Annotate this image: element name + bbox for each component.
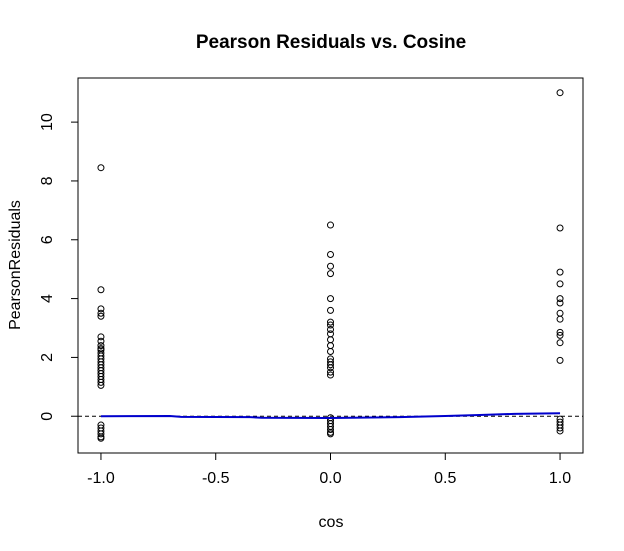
data-point (97, 381, 105, 389)
data-point (327, 270, 334, 278)
data-point (327, 336, 334, 344)
data-point (327, 221, 334, 229)
x-tick-label: 0.5 (434, 470, 456, 487)
data-point (97, 430, 105, 438)
data-point (327, 325, 334, 333)
data-point (556, 356, 564, 364)
y-tick-label: 6 (39, 235, 56, 244)
smooth-line (100, 412, 561, 420)
data-point (97, 378, 105, 386)
data-point (556, 268, 564, 276)
y-tick-label: 10 (39, 113, 56, 131)
data-point (97, 434, 105, 442)
data-point (97, 312, 105, 320)
data-point (97, 342, 105, 350)
data-point (97, 333, 105, 341)
smooth-line-layer (100, 412, 561, 420)
data-point (327, 306, 334, 314)
data-point (556, 224, 564, 232)
data-point (327, 330, 334, 338)
x-tick-label: 1.0 (549, 470, 571, 487)
data-point (556, 339, 564, 347)
y-axis: 0 2 4 6 8 10 (39, 113, 79, 421)
x-tick-label: -0.5 (202, 470, 230, 487)
data-point (327, 262, 334, 270)
data-point (327, 318, 334, 326)
data-point (327, 371, 334, 379)
plot-frame (77, 77, 584, 454)
data-point (327, 342, 334, 350)
data-point (97, 309, 105, 317)
y-tick-label: 2 (39, 353, 56, 362)
y-tick-label: 4 (39, 294, 56, 303)
data-point (97, 286, 105, 294)
data-point (327, 368, 334, 376)
y-tick-label: 0 (39, 412, 56, 421)
x-axis-label: cos (319, 514, 344, 531)
chart-title: Pearson Residuals vs. Cosine (196, 32, 466, 53)
x-tick-label: -1.0 (87, 470, 115, 487)
data-point (327, 361, 334, 369)
y-tick-label: 8 (39, 176, 56, 185)
data-point (556, 280, 564, 288)
data-point (556, 315, 564, 323)
data-point (327, 321, 334, 329)
data-point (556, 295, 564, 303)
x-axis: -1.0 -0.5 0.0 0.5 1.0 (87, 452, 571, 487)
data-point (327, 364, 334, 372)
data-point (556, 299, 564, 307)
data-point (556, 328, 564, 336)
data-point (327, 295, 334, 303)
data-point (556, 424, 564, 432)
data-point (556, 89, 564, 97)
data-point (327, 430, 334, 438)
data-point (97, 305, 105, 313)
data-point (556, 427, 564, 435)
x-tick-label: 0.0 (319, 470, 341, 487)
data-point (556, 309, 564, 317)
data-point (327, 425, 334, 433)
data-point (327, 348, 334, 356)
data-point (97, 164, 105, 172)
data-point (556, 331, 564, 339)
points-layer (97, 89, 564, 442)
y-axis-label: PearsonResiduals (7, 200, 24, 330)
data-point (327, 250, 334, 258)
data-point (97, 337, 105, 345)
